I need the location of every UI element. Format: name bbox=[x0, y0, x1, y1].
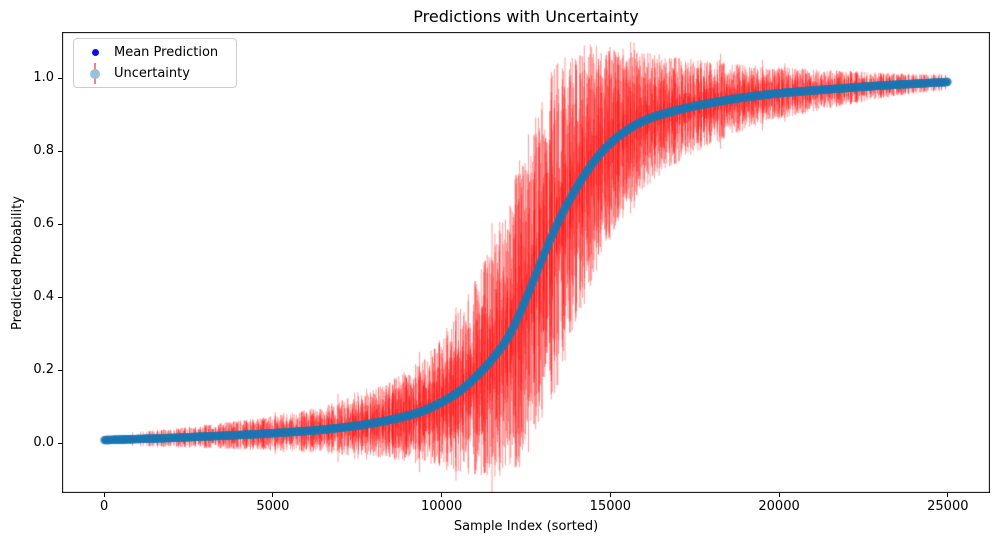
y-tick-mark bbox=[58, 296, 62, 298]
plot-area bbox=[62, 32, 990, 493]
y-tick-mark bbox=[58, 369, 62, 371]
x-tick-mark bbox=[441, 493, 443, 497]
y-tick-mark bbox=[58, 77, 62, 79]
x-tick-label: 25000 bbox=[927, 499, 969, 514]
x-tick-mark bbox=[609, 493, 611, 497]
x-tick-label: 15000 bbox=[589, 499, 632, 514]
chart-title: Predictions with Uncertainty bbox=[413, 7, 639, 26]
legend-label: Uncertainty bbox=[114, 66, 190, 81]
y-tick-mark bbox=[58, 223, 62, 225]
legend-item-mean-prediction: Mean Prediction bbox=[80, 42, 226, 63]
y-tick-label: 0.2 bbox=[33, 362, 54, 378]
y-tick-label: 0.0 bbox=[33, 435, 54, 451]
y-tick-label: 1.0 bbox=[33, 70, 54, 86]
x-tick-mark bbox=[103, 493, 105, 497]
mean-prediction-marker-icon bbox=[80, 49, 110, 56]
uncertainty-errorbar-marker-icon bbox=[80, 63, 110, 84]
x-tick-mark bbox=[778, 493, 780, 497]
x-tick-mark bbox=[272, 493, 274, 497]
x-tick-mark bbox=[947, 493, 949, 497]
y-axis-label: Predicted Probability bbox=[10, 196, 25, 330]
x-tick-label: 10000 bbox=[420, 499, 463, 514]
y-tick-label: 0.8 bbox=[33, 143, 54, 159]
y-tick-mark bbox=[58, 442, 62, 444]
y-tick-label: 0.6 bbox=[33, 216, 54, 232]
legend: Mean Prediction Uncertainty bbox=[73, 38, 237, 88]
x-tick-label: 20000 bbox=[758, 499, 800, 514]
x-axis-label: Sample Index (sorted) bbox=[453, 519, 599, 534]
y-tick-label: 0.4 bbox=[33, 289, 54, 305]
x-tick-label: 5000 bbox=[256, 499, 290, 514]
x-tick-label: 0 bbox=[100, 499, 109, 514]
legend-item-uncertainty: Uncertainty bbox=[80, 63, 226, 84]
y-tick-mark bbox=[58, 150, 62, 152]
legend-label: Mean Prediction bbox=[114, 45, 219, 60]
